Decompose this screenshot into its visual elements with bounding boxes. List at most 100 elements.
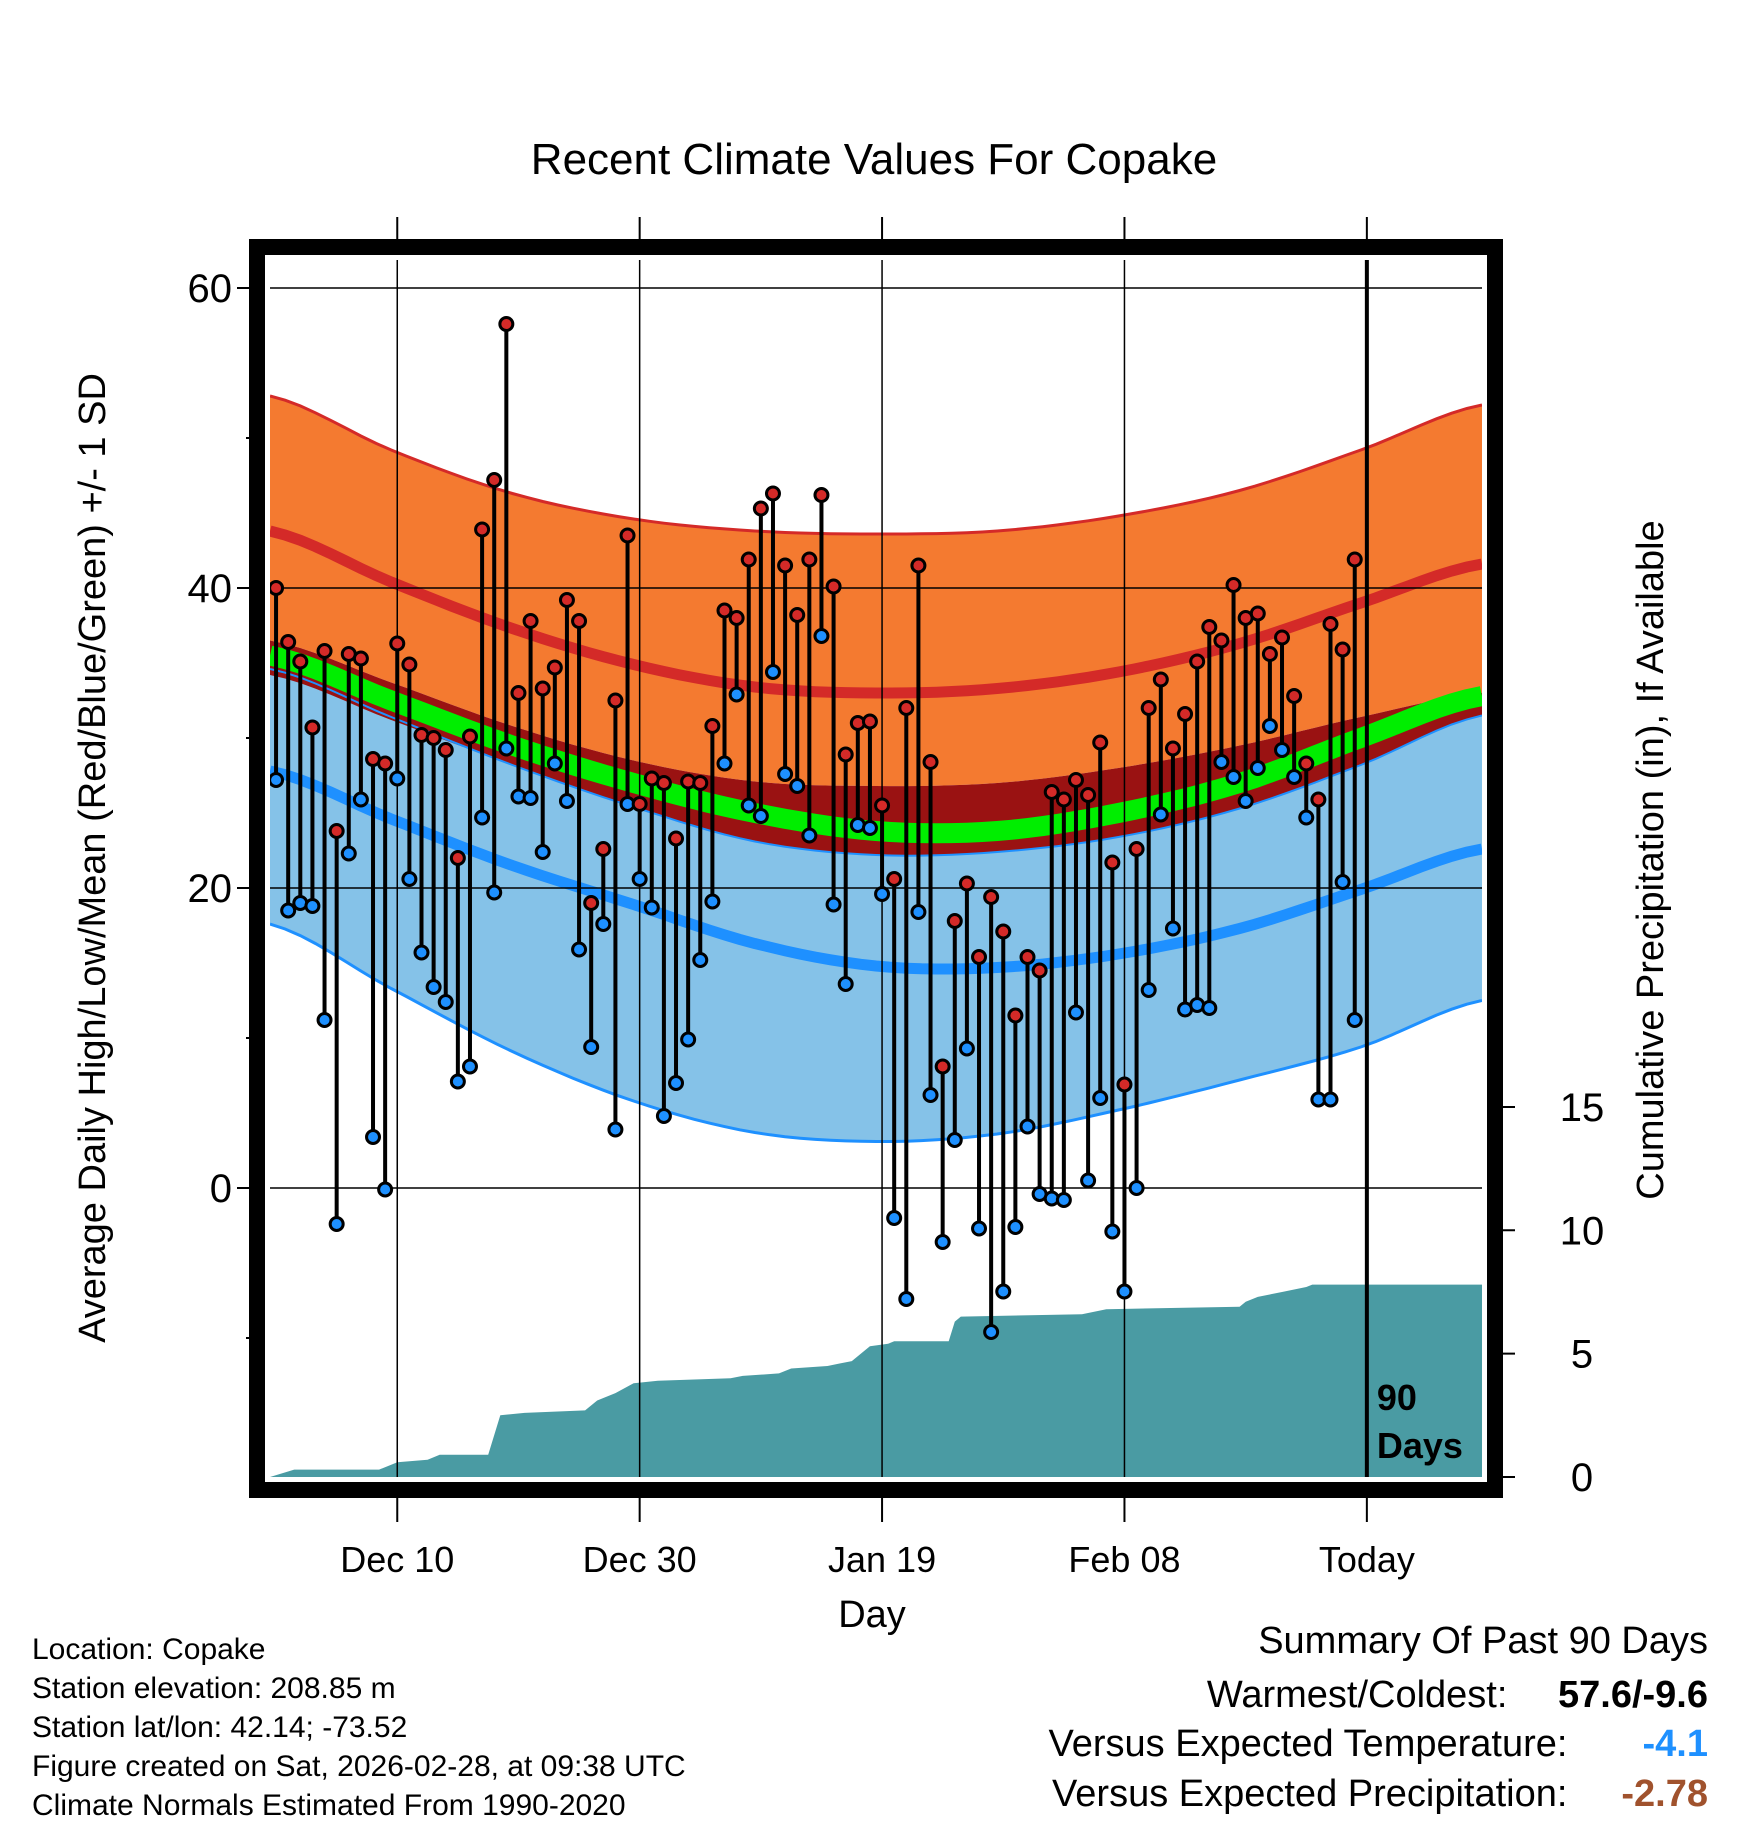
high-point bbox=[1116, 1076, 1133, 1093]
low-point bbox=[413, 944, 430, 961]
elevation-text: Station elevation: 208.85 m bbox=[32, 1672, 396, 1705]
low-point bbox=[1201, 1000, 1218, 1016]
low-point bbox=[1019, 1118, 1036, 1135]
low-point bbox=[474, 809, 491, 826]
low-point bbox=[1298, 809, 1315, 826]
high-point bbox=[1080, 787, 1097, 803]
chart-title: Recent Climate Values For Copake bbox=[531, 135, 1217, 184]
low-point bbox=[1116, 1283, 1133, 1300]
high-point bbox=[752, 500, 769, 517]
y2-axis-label: Cumulative Precipitation (in), If Availa… bbox=[1630, 520, 1672, 1199]
low-point bbox=[1152, 806, 1169, 823]
low-point bbox=[558, 793, 575, 809]
precipitation-area bbox=[270, 1284, 1482, 1477]
high-point bbox=[668, 830, 685, 847]
low-point bbox=[1164, 920, 1181, 937]
high-point bbox=[316, 643, 333, 659]
high-point bbox=[777, 557, 794, 574]
low-point bbox=[958, 1040, 975, 1057]
y-tick-label: 40 bbox=[188, 567, 233, 611]
high-point bbox=[837, 746, 854, 763]
low-sd-upper-line bbox=[270, 668, 1482, 857]
high-point bbox=[510, 685, 527, 701]
high-point bbox=[486, 472, 503, 488]
today-days-label-2: Days bbox=[1377, 1425, 1463, 1466]
y2-tick-label: 5 bbox=[1571, 1333, 1593, 1377]
high-point bbox=[1067, 772, 1084, 788]
high-point bbox=[886, 871, 903, 887]
x-tick-label: Dec 30 bbox=[583, 1539, 697, 1580]
low-point bbox=[304, 898, 321, 914]
low-point bbox=[280, 902, 297, 919]
high-point bbox=[1189, 653, 1206, 670]
high-point bbox=[704, 718, 721, 734]
low-point bbox=[971, 1220, 988, 1237]
high-point bbox=[352, 650, 369, 667]
low-point bbox=[643, 899, 660, 916]
high-point bbox=[740, 551, 757, 568]
high-point bbox=[728, 610, 745, 626]
low-point bbox=[1346, 1012, 1363, 1028]
low-point bbox=[571, 941, 588, 958]
low-point bbox=[874, 886, 891, 902]
low-point bbox=[534, 844, 551, 860]
high-sd-band bbox=[270, 396, 1482, 787]
high-point bbox=[789, 607, 806, 623]
plot-interior: 90 Days bbox=[270, 260, 1482, 1477]
high-point bbox=[461, 728, 478, 745]
high-point bbox=[1128, 841, 1145, 857]
low-point bbox=[1274, 742, 1291, 758]
summary-heading: Summary Of Past 90 Days bbox=[1258, 1620, 1708, 1662]
high-point bbox=[328, 823, 345, 839]
high-point bbox=[1346, 551, 1363, 568]
low-point bbox=[704, 893, 721, 910]
high-point bbox=[449, 850, 466, 866]
high-point bbox=[280, 634, 297, 650]
low-point bbox=[995, 1283, 1012, 1300]
low-point bbox=[1104, 1223, 1121, 1240]
low-point bbox=[1249, 760, 1266, 776]
low-point bbox=[764, 664, 781, 680]
low-point bbox=[934, 1234, 951, 1250]
y2-tick-label: 10 bbox=[1560, 1209, 1605, 1253]
high-point bbox=[270, 580, 285, 596]
plot-frame bbox=[249, 239, 1503, 1498]
high-point bbox=[534, 680, 551, 697]
low-point bbox=[595, 916, 612, 932]
y2-tick-label: 15 bbox=[1560, 1086, 1605, 1130]
high-point bbox=[389, 635, 406, 652]
high-point bbox=[1261, 646, 1278, 662]
high-point bbox=[716, 602, 733, 619]
high-point bbox=[813, 487, 830, 503]
high-point bbox=[498, 316, 515, 332]
low-point bbox=[922, 1087, 939, 1103]
y2-tick-label: 0 bbox=[1571, 1456, 1593, 1500]
high-point bbox=[546, 659, 563, 676]
low-point bbox=[607, 1121, 624, 1138]
high-sd-upper-line bbox=[270, 394, 1482, 536]
low-point bbox=[1140, 982, 1157, 998]
high-point bbox=[801, 551, 818, 568]
low-point bbox=[449, 1073, 466, 1090]
low-point bbox=[825, 896, 842, 913]
low-point bbox=[801, 827, 818, 844]
low-point bbox=[692, 952, 709, 968]
high-point bbox=[1007, 1007, 1024, 1024]
low-point bbox=[1128, 1180, 1145, 1196]
normals-text: Climate Normals Estimated From 1990-2020 bbox=[32, 1789, 626, 1822]
high-point bbox=[958, 875, 975, 892]
high-point bbox=[1055, 791, 1072, 808]
high-point bbox=[898, 700, 915, 716]
warmest-value: 57.6/-9.6 bbox=[1558, 1674, 1708, 1716]
x-tick-label: Feb 08 bbox=[1068, 1539, 1180, 1580]
x-tick-label: Today bbox=[1319, 1539, 1415, 1580]
y-tick-label: 20 bbox=[188, 867, 233, 911]
high-point bbox=[1177, 706, 1194, 722]
low-point bbox=[401, 871, 418, 887]
low-point bbox=[1067, 1004, 1084, 1021]
low-sd-lower-line bbox=[270, 922, 1482, 1143]
high-point bbox=[304, 719, 321, 736]
created-text: Figure created on Sat, 2026-02-28, at 09… bbox=[32, 1750, 686, 1783]
high-point bbox=[571, 613, 588, 629]
warmest-label: Warmest/Coldest: bbox=[1206, 1674, 1508, 1716]
